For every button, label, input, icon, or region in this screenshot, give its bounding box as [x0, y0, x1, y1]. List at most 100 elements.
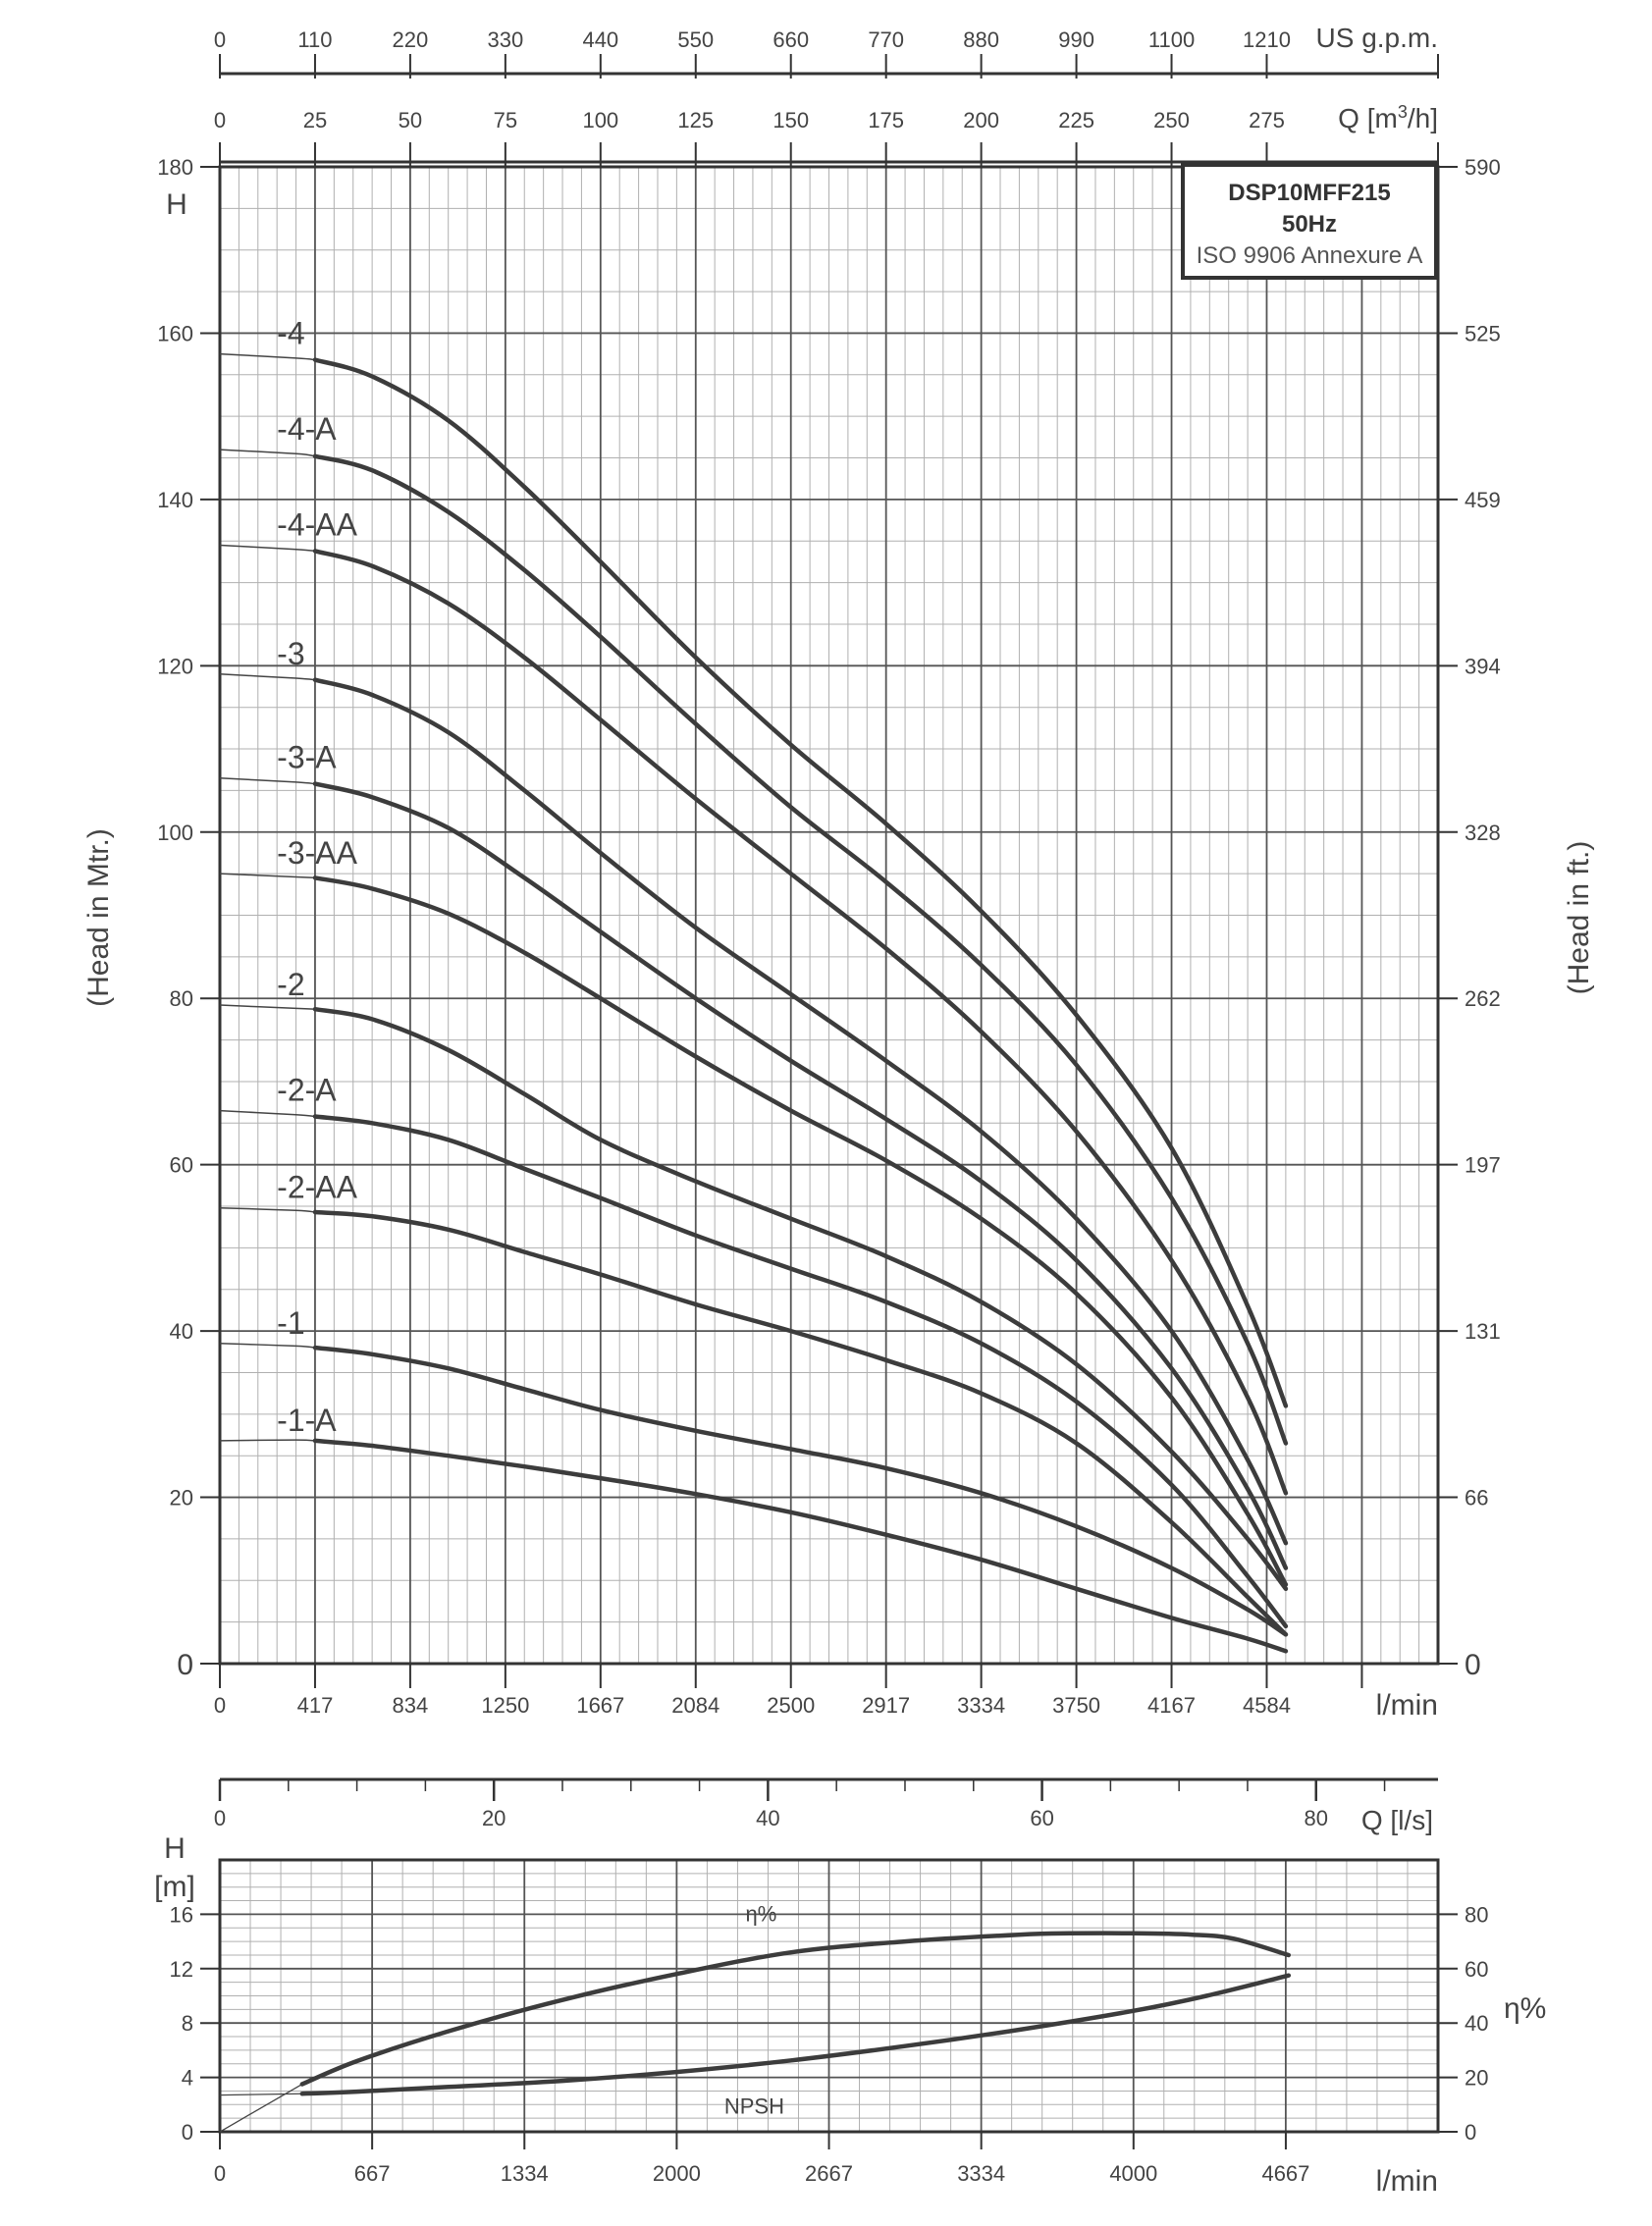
curve--4-A	[312, 453, 1289, 1446]
q-tick-label: 200	[963, 108, 999, 132]
gpm-tick-label: 110	[297, 27, 332, 52]
ls-tick-label: 60	[1030, 1806, 1053, 1830]
curve--1-extension	[219, 1343, 316, 1349]
gpm-tick-label: 770	[868, 27, 904, 52]
y-right-tick-label: 131	[1465, 1319, 1501, 1344]
chart-subtitle-frequency: 50Hz	[1282, 211, 1337, 238]
lower-y-right-tick-label: 40	[1465, 2011, 1488, 2036]
y-tick-label: 160	[157, 321, 193, 345]
lmin-tick-label: 2084	[671, 1693, 719, 1718]
y-tick-label: 20	[170, 1486, 193, 1510]
y-tick-label: 0	[177, 1649, 193, 1681]
curve--4-extension	[219, 352, 316, 361]
gpm-tick-label: 220	[393, 27, 429, 52]
curve--2-AA	[312, 1209, 1289, 1637]
y-right-tick-label: 525	[1465, 321, 1501, 345]
y-tick-label: 80	[170, 986, 193, 1011]
lower-y-tick-label: 16	[170, 1902, 193, 1927]
curve--3-AA-extension	[219, 873, 316, 879]
y-axis-label: (Head in Mtr.)	[82, 828, 115, 1007]
curve--2-extension	[219, 1004, 316, 1010]
gpm-tick-label: 660	[773, 27, 809, 52]
curve--1	[312, 1345, 1289, 1637]
curve-label: -3-A	[277, 740, 337, 775]
curve-label: -4-A	[277, 411, 337, 447]
curve--2-A	[312, 1114, 1289, 1629]
lmin-tick-label: 4584	[1243, 1693, 1291, 1718]
y-right-tick-label: 197	[1465, 1153, 1501, 1178]
lower-y-right-axis-label: η%	[1504, 1992, 1546, 2025]
curve-label: -1	[277, 1305, 304, 1341]
lmin-unit-label: l/min	[1376, 1689, 1438, 1722]
curve--3-AA	[312, 875, 1289, 1587]
y-tick-label: 140	[157, 488, 193, 512]
curve--3-A	[312, 781, 1289, 1570]
y-right-tick-label: 328	[1465, 821, 1501, 845]
curve-label: -2-AA	[277, 1170, 357, 1205]
curve-label: -3-AA	[277, 835, 357, 871]
q-tick-label: 75	[494, 108, 517, 132]
y-tick-label: 60	[170, 1153, 193, 1178]
curve-label: -2	[277, 967, 304, 1002]
gpm-tick-label: 990	[1058, 27, 1094, 52]
curve-label: -1-A	[277, 1403, 337, 1438]
npsh-curve-label: NPSH	[724, 2094, 784, 2118]
lower-y-tick-label: 0	[182, 2120, 193, 2145]
lmin-tick-label: 1667	[576, 1693, 624, 1718]
curve--1-A-extension	[219, 1439, 316, 1442]
curve--1-A	[312, 1438, 1289, 1654]
lower-lmin-tick-label: 4000	[1109, 2161, 1157, 2186]
q-tick-label: 250	[1153, 108, 1190, 132]
lower-lmin-tick-label: 2667	[805, 2161, 853, 2186]
y-tick-label: 100	[157, 821, 193, 845]
curve-label: -4	[277, 316, 304, 351]
curve--4-AA	[312, 549, 1289, 1496]
curve-label: -2-A	[277, 1073, 337, 1108]
gpm-tick-label: 0	[214, 27, 226, 52]
lower-y-tick-label: 12	[170, 1957, 193, 1982]
curve--2-AA-extension	[219, 1206, 316, 1213]
efficiency-origin-extension	[219, 2083, 303, 2133]
curve--2-A-extension	[219, 1109, 316, 1118]
chart-title: DSP10MFF215	[1228, 180, 1390, 206]
curve--4-A-extension	[219, 449, 316, 457]
gpm-tick-label: 880	[963, 27, 999, 52]
lower-y-right-tick-label: 20	[1465, 2066, 1488, 2091]
lower-y-tick-label: 8	[182, 2011, 193, 2036]
q-tick-label: 150	[773, 108, 809, 132]
lower-y-axis-name: H	[164, 1832, 186, 1865]
curve--3-A-extension	[219, 776, 316, 785]
q-unit-label: Q [m3/h]	[1338, 102, 1438, 133]
q-tick-label: 25	[303, 108, 327, 132]
lmin-tick-label: 417	[297, 1693, 334, 1718]
lmin-tick-label: 3750	[1052, 1693, 1100, 1718]
lmin-tick-label: 3334	[957, 1693, 1005, 1718]
lmin-tick-label: 0	[214, 1693, 226, 1718]
curve--4	[312, 357, 1289, 1408]
lower-lmin-tick-label: 3334	[957, 2161, 1005, 2186]
gpm-tick-label: 1210	[1243, 27, 1291, 52]
y-right-tick-label: 590	[1465, 155, 1501, 180]
npsh-curve	[299, 1973, 1292, 2096]
curve-label: -3	[277, 636, 304, 671]
chart-subtitle-standard: ISO 9906 Annexure A	[1197, 242, 1423, 269]
ls-tick-label: 40	[756, 1806, 779, 1830]
q-tick-label: 0	[214, 108, 226, 132]
efficiency-curve	[299, 1931, 1292, 2087]
y-right-tick-label: 0	[1465, 1649, 1481, 1681]
lower-lmin-tick-label: 0	[214, 2161, 226, 2186]
q-tick-label: 100	[582, 108, 618, 132]
lower-lmin-tick-label: 2000	[653, 2161, 701, 2186]
gpm-tick-label: 550	[677, 27, 714, 52]
lower-lmin-tick-label: 667	[354, 2161, 391, 2186]
gpm-tick-label: 330	[488, 27, 524, 52]
gpm-tick-label: 1100	[1148, 27, 1195, 52]
y-right-axis-label: (Head in ft.)	[1563, 841, 1595, 995]
gpm-unit-label: US g.p.m.	[1316, 23, 1438, 53]
lower-y-right-tick-label: 80	[1465, 1902, 1488, 1927]
lmin-tick-label: 2500	[767, 1693, 815, 1718]
lmin-tick-label: 834	[393, 1693, 429, 1718]
ls-tick-label: 20	[482, 1806, 506, 1830]
curve--2	[312, 1006, 1289, 1592]
